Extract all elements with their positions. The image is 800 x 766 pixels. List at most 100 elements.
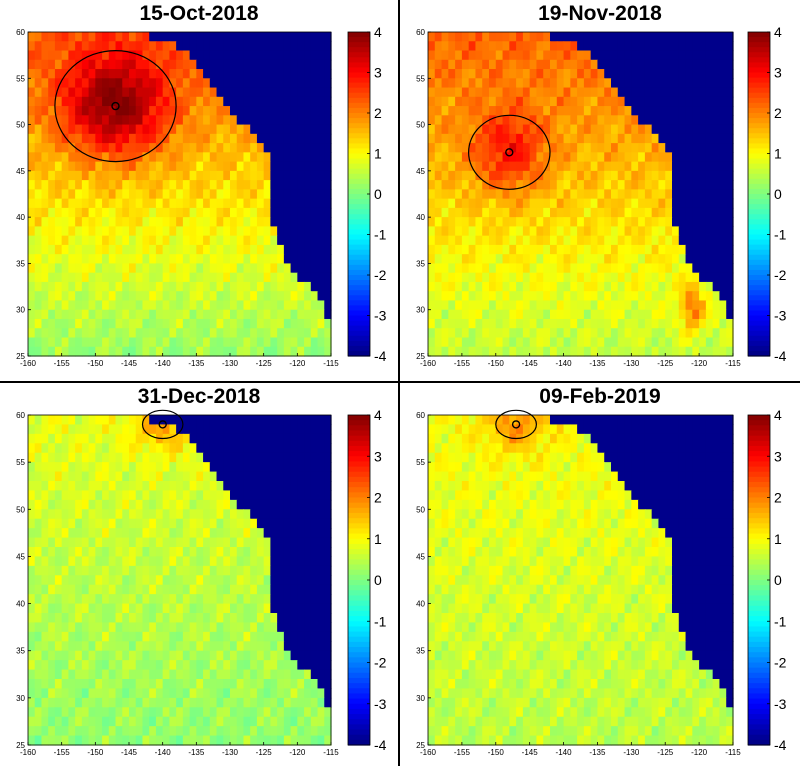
heatmap-cell (263, 462, 271, 473)
heatmap-cell (203, 650, 211, 661)
heatmap-cell (129, 603, 137, 614)
heatmap-cell (75, 452, 83, 463)
heatmap-cell (631, 189, 639, 200)
heatmap-cell (263, 96, 271, 107)
heatmap-cell (216, 328, 224, 339)
heatmap-cell (699, 300, 707, 311)
heatmap-cell (522, 87, 531, 98)
heatmap-cell (129, 575, 137, 586)
heatmap-cell (509, 235, 517, 246)
heatmap-cell (719, 106, 727, 116)
heatmap-cell (169, 69, 177, 79)
heatmap-cell (455, 69, 463, 79)
heatmap-cell (182, 217, 191, 227)
heatmap-cell (108, 328, 117, 339)
heatmap-cell (142, 59, 150, 70)
heatmap-cell (489, 180, 497, 190)
heatmap-cell (290, 669, 298, 680)
heatmap-cell (590, 87, 599, 98)
heatmap-cell (189, 471, 197, 482)
heatmap-cell (162, 254, 170, 265)
heatmap-cell (155, 198, 164, 209)
heatmap-cell (34, 346, 43, 357)
heatmap-cell (256, 499, 265, 510)
heatmap-cell (617, 217, 626, 227)
heatmap-cell (75, 537, 83, 548)
heatmap-cell (250, 235, 258, 246)
heatmap-cell (297, 59, 305, 70)
heatmap-cell (631, 78, 639, 89)
colorbar-segment (748, 199, 770, 205)
heatmap-cell (556, 115, 565, 126)
heatmap-cell (644, 106, 653, 116)
heatmap-cell (509, 152, 517, 163)
heatmap-cell (638, 291, 646, 302)
heatmap-cell (290, 161, 298, 172)
colorbar-segment (348, 234, 370, 241)
heatmap-cell (482, 226, 490, 237)
heatmap-cell (441, 281, 449, 292)
heatmap-cell (230, 575, 238, 586)
heatmap-cell (509, 78, 517, 89)
colorbar-segment (748, 158, 770, 165)
heatmap-cell (256, 96, 265, 107)
heatmap-cell (726, 170, 734, 181)
heatmap-cell (277, 226, 285, 237)
heatmap-cell (502, 235, 510, 246)
heatmap-cell (142, 707, 150, 718)
heatmap-cell (489, 281, 497, 292)
heatmap-cell (61, 87, 69, 98)
heatmap-cell (34, 143, 43, 153)
heatmap-cell (68, 565, 76, 576)
heatmap-cell (250, 272, 258, 283)
heatmap-cell (509, 318, 517, 329)
heatmap-cell (81, 337, 90, 348)
heatmap-cell (54, 726, 63, 737)
heatmap-cell (223, 318, 231, 329)
heatmap-cell (604, 32, 612, 42)
heatmap-cell (203, 244, 211, 255)
heatmap-cell (461, 226, 470, 237)
heatmap-cell (277, 244, 285, 255)
heatmap-cell (209, 688, 218, 699)
heatmap-cell (149, 217, 157, 227)
heatmap-cell (604, 124, 612, 135)
heatmap-cell (441, 226, 449, 237)
heatmap-cell (617, 59, 626, 70)
heatmap-cell (468, 189, 477, 200)
heatmap-cell (699, 189, 707, 200)
heatmap-cell (162, 622, 170, 633)
heatmap-cell (142, 152, 150, 163)
heatmap-cell (283, 291, 292, 302)
heatmap-cell (434, 291, 443, 302)
heatmap-cell (189, 133, 197, 144)
heatmap-cell (169, 87, 177, 98)
heatmap-cell (169, 106, 177, 116)
heatmap-cell (176, 452, 184, 463)
heatmap-cell (41, 124, 49, 135)
heatmap-cell (209, 499, 218, 510)
heatmap-cell (102, 244, 110, 255)
heatmap-cell (54, 50, 63, 61)
heatmap-cell (81, 679, 90, 690)
heatmap-cell (263, 346, 271, 357)
heatmap-cell (169, 337, 177, 348)
heatmap-cell (48, 660, 56, 671)
heatmap-cell (624, 207, 632, 218)
heatmap-cell (102, 565, 110, 576)
heatmap-cell (28, 443, 36, 454)
heatmap-cell (482, 133, 490, 144)
heatmap-cell (155, 244, 164, 255)
heatmap-cell (317, 207, 325, 218)
heatmap-cell (142, 161, 150, 172)
heatmap-cell (482, 300, 490, 311)
heatmap-cell (617, 291, 626, 302)
heatmap-cell (209, 263, 218, 274)
heatmap-cell (277, 161, 285, 172)
heatmap-cell (243, 106, 251, 116)
heatmap-cell (277, 613, 285, 624)
heatmap-cell (189, 669, 197, 680)
heatmap-cell (115, 622, 123, 633)
heatmap-cell (54, 499, 63, 510)
colorbar-segment (748, 183, 770, 190)
